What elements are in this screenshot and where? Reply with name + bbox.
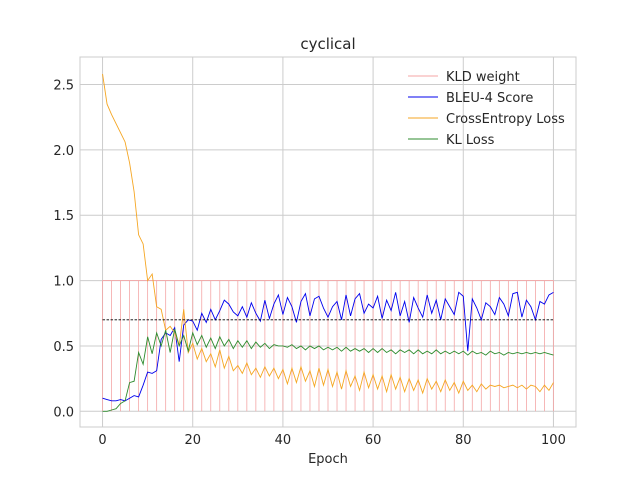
legend: KLD weight BLEU-4 Score CrossEntropy Loss K… [408,70,565,148]
y-tick-label: 0.0 [53,405,74,420]
x-axis-label: Epoch [308,452,348,467]
series-line-kl-loss [102,328,554,412]
legend-label-kld-weight: KLD weight [446,70,520,85]
x-tick-label: 60 [365,433,382,448]
y-tick-label: 1.0 [53,275,74,290]
series-line-bleu-4-score [102,291,554,402]
plot-area [79,56,577,428]
legend-label-bleu-4-score: BLEU-4 Score [446,91,533,106]
series-line-kld-weight [102,280,554,412]
series-layer [102,73,554,412]
legend-label-kl-loss: KL Loss [446,133,495,148]
x-tick-label: 80 [455,433,472,448]
y-tick-label: 2.0 [53,144,74,159]
x-tick-label: 0 [98,433,106,448]
x-tick-label: 40 [275,433,292,448]
chart-title: cyclical [300,35,355,53]
y-tick-label: 1.5 [53,209,74,224]
x-tick-label: 20 [184,433,201,448]
legend-label-crossentropy-loss: CrossEntropy Loss [446,112,565,127]
y-axis-ticks: 0.0 0.5 1.0 1.5 2.0 2.5 [53,78,74,420]
y-tick-label: 0.5 [53,340,74,355]
x-tick-label: 100 [541,433,566,448]
x-axis-ticks: 0 20 40 60 80 100 [98,433,565,448]
y-tick-label: 2.5 [53,78,74,93]
